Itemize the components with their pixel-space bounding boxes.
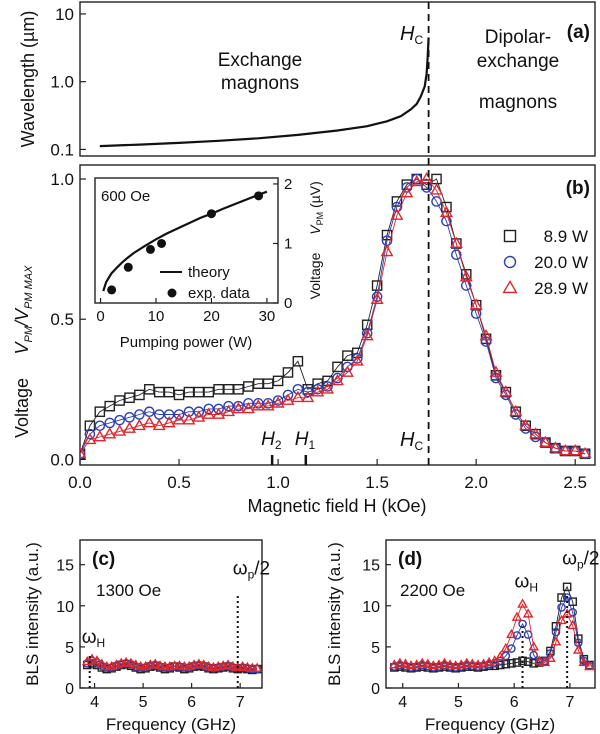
inset-exp-point (146, 245, 155, 254)
region-label-dipolar-1: Dipolar- (485, 27, 552, 48)
panel-c-xtick-label: 5 (139, 694, 148, 711)
inset-exp-point (124, 263, 133, 272)
panel-d-ylabel: BLS intensity (a.u.) (325, 542, 344, 686)
inset-ytick-label: 0 (284, 295, 292, 312)
inset-legend-theory: theory (188, 264, 230, 281)
panel-c-xtick-label: 4 (90, 694, 99, 711)
panel-d-ytick-label: 0 (371, 681, 380, 698)
panel-c-ytick-label: 10 (56, 599, 74, 616)
inset-xtick-label: 30 (259, 308, 276, 325)
inset-legend-exp-marker (168, 289, 177, 298)
panel-b: 0.0 0.5 1.0 1.5 2.0 2.5 0.0 0.5 1.0 Magnetic fie… (12, 165, 595, 516)
panel-b-field-markers: H2 H1 (261, 429, 315, 465)
panel-b-point-28-9-w (144, 417, 155, 426)
panel-d: 4 5 6 7 0 5 10 15 BLS intensity (a.u.) Frequenc… (325, 540, 600, 734)
legend-marker-8-9-w (505, 231, 516, 242)
inset-ylabel-math: VPM (µV) (307, 181, 325, 234)
inset-legend-exp: exp. data (188, 285, 250, 302)
panel-b-ytick-label: 0.5 (50, 310, 74, 329)
panel-a-region-right: Dipolar- exchange magnons (477, 27, 559, 113)
panel-c-ytick-label: 5 (65, 640, 74, 657)
panel-d-xtick-label: 5 (454, 694, 463, 711)
panel-c-xtick-label: 7 (236, 694, 245, 711)
region-label-exchange-1: Exchange (218, 50, 303, 71)
panel-c-omega-h-label: ωH (82, 627, 106, 650)
panel-b-inset: 0 10 20 30 0 1 2 600 Oe Pumping power (W) Volt… (95, 172, 325, 351)
legend-marker-20-0-w (505, 257, 516, 268)
legend-marker-28-9-w (504, 281, 517, 292)
panel-a-ylabel: Wavelength (µm) (18, 11, 38, 148)
inset-annotation: 600 Oe (101, 188, 150, 205)
panel-a-region-left: Exchange magnons (218, 50, 303, 94)
inset-ytick-label: 1 (284, 235, 292, 252)
panel-c-annotation: 1300 Oe (96, 581, 161, 600)
panel-a: 0.1 1.0 10 Wavelength (µm) (a) Exchange ma… (18, 2, 595, 159)
panel-c-xtick-label: 6 (187, 694, 196, 711)
field-marker-label-h1: H1 (295, 429, 316, 452)
panel-c-xlabel: Frequency (GHz) (106, 715, 236, 734)
panel-d-label: (d) (398, 549, 422, 570)
inset-ylabel: Voltage VPM (µV) (307, 181, 325, 299)
inset-exp-point (107, 285, 116, 294)
panel-c-omega-p-label: ωp/2 (233, 559, 270, 582)
field-marker-label-h2: H2 (261, 429, 282, 452)
panel-a-label: (a) (567, 22, 590, 43)
panel-d-ytick-label: 5 (371, 640, 380, 657)
inset-xtick-label: 0 (96, 308, 104, 325)
panel-c: 4 5 6 7 0 5 10 15 BLS intensity (a.u.) Frequenc… (23, 540, 270, 734)
inset-ytick-label: 2 (284, 176, 292, 193)
panel-c-plot (83, 655, 261, 674)
panel-c-ylabel: BLS intensity (a.u.) (23, 542, 42, 686)
panel-b-xtick-label: 1.5 (365, 473, 389, 492)
inset-exp-point (157, 239, 166, 248)
panel-d-xtick-label: 4 (398, 694, 407, 711)
region-label-dipolar-3: magnons (479, 92, 557, 113)
legend-label-28-9-w: 28.9 W (534, 279, 588, 298)
panel-d-omega-h-label: ωH (515, 572, 539, 595)
panel-b-point-28-9-w (293, 392, 304, 401)
inset-xlabel: Pumping power (W) (120, 334, 253, 351)
panel-c-label: (c) (92, 549, 115, 570)
region-label-dipolar-2: exchange (477, 51, 559, 72)
panel-b-xtick-label: 0.0 (68, 473, 92, 492)
panel-d-ytick-label: 10 (362, 599, 380, 616)
panel-b-ylabel-math: VPM/VPM MAX (12, 265, 35, 355)
panel-c-ytick-label: 15 (56, 558, 74, 575)
inset-xtick-label: 20 (203, 308, 220, 325)
panel-b-xtick-label: 0.5 (167, 473, 191, 492)
panel-b-xtick-label: 2.0 (464, 473, 488, 492)
panel-b-point-28-9-w (421, 173, 432, 182)
panel-b-ytick-label: 0.0 (50, 450, 74, 469)
panel-b-label: (b) (566, 178, 590, 199)
panel-a-frame (80, 2, 595, 156)
panel-b-xtick-label: 1.0 (266, 473, 290, 492)
panel-b-xlabel: Magnetic field H (kOe) (247, 496, 426, 516)
region-label-exchange-2: magnons (221, 73, 299, 94)
panel-b-ylabel: Voltage VPM/VPM MAX (12, 265, 35, 438)
panel-d-xlabel: Frequency (GHz) (425, 715, 555, 734)
panel-d-ytick-label: 15 (362, 558, 380, 575)
inset-ylabel-prefix: Voltage (307, 252, 323, 299)
inset-xtick-label: 10 (148, 308, 165, 325)
panel-d-xtick-label: 7 (565, 694, 574, 711)
panel-d-annotation: 2200 Oe (400, 581, 465, 600)
panel-a-ytick-label: 1.0 (50, 73, 74, 92)
panel-d-xtick-label: 6 (510, 694, 519, 711)
legend-label-8-9-w: 8.9 W (544, 227, 588, 246)
panel-a-hc-label: HC (400, 23, 423, 47)
panel-c-ytick-label: 0 (65, 681, 74, 698)
inset-exp-point (254, 191, 263, 200)
panel-b-legend: 8.9 W 20.0 W 28.9 W (504, 227, 588, 298)
panel-b-ytick-label: 1.0 (50, 170, 74, 189)
inset-exp-point (207, 209, 216, 218)
panel-b-hc-label: HC (400, 429, 423, 453)
panel-a-ytick-label: 0.1 (50, 140, 74, 159)
panel-d-omega-p-label: ωp/2 (562, 549, 599, 572)
legend-label-20-0-w: 20.0 W (534, 253, 588, 272)
panel-a-ytick-label: 10 (55, 5, 74, 24)
panel-b-xtick-label: 2.5 (563, 473, 587, 492)
panel-b-ylabel-prefix: Voltage (12, 378, 32, 438)
